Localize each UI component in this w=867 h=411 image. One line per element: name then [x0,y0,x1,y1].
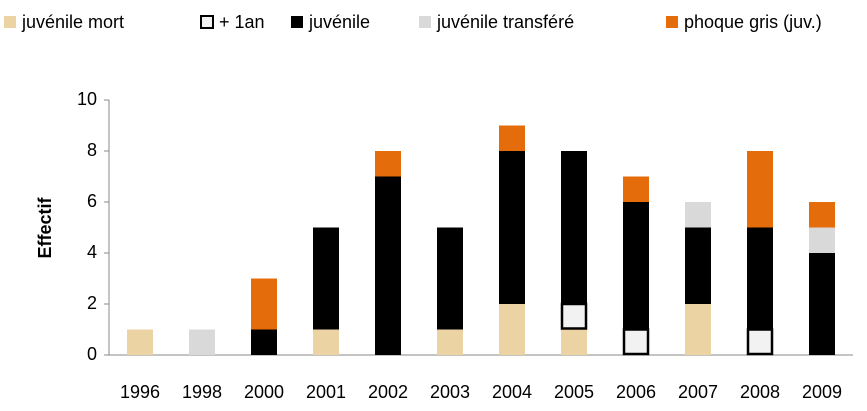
y-tick-label: 10 [77,89,97,109]
y-tick-label: 8 [87,140,97,160]
bar-segment [685,304,711,355]
y-tick-label: 4 [87,242,97,262]
y-tick-label: 0 [87,344,97,364]
bar-segment [375,151,401,177]
x-tick-label: 2009 [802,382,842,402]
bar-segment [809,253,835,355]
x-tick-label: 2006 [616,382,656,402]
bar-segment [127,329,153,355]
x-tick-label: 2003 [430,382,470,402]
bar-segment [437,227,463,330]
bar-segment [437,329,463,355]
bar-segment [251,278,277,330]
legend-label: juvénile mort [21,12,124,32]
y-tick-label: 6 [87,191,97,211]
bar-segment [685,202,711,228]
x-tick-label: 2005 [554,382,594,402]
bar-segment [251,329,277,355]
bar-segment [560,302,588,330]
bar-segment [561,151,587,304]
bar-segment [499,304,525,355]
legend-label: juvénile transféré [436,12,574,32]
bar-segment [747,151,773,228]
bar-segment [809,227,835,253]
legend-swatch [419,16,431,28]
bar-segment [499,125,525,151]
bar-segment [747,227,773,330]
x-tick-label: 2007 [678,382,718,402]
bar-segment [313,329,339,355]
x-tick-label: 1998 [182,382,222,402]
legend-swatch [291,16,303,28]
x-tick-label: 2004 [492,382,532,402]
legend-swatch [200,15,214,29]
bar-segment [623,202,649,330]
bar-segment [313,227,339,330]
x-tick-label: 2001 [306,382,346,402]
x-tick-label: 2002 [368,382,408,402]
bar-segment [809,202,835,228]
y-tick-label: 2 [87,293,97,313]
bar-segment [622,328,650,356]
legend-swatch [666,16,678,28]
legend-swatch [4,16,16,28]
bar-segment [685,227,711,304]
legend-label: phoque gris (juv.) [684,12,822,32]
x-tick-label: 1996 [120,382,160,402]
bar-segment [746,328,774,356]
bar-segment [561,329,587,355]
y-axis-label: Effectif [35,196,55,258]
legend-label: + 1an [219,12,265,32]
bar-segment [375,176,401,355]
bar-segment [189,329,215,355]
bar-segment [623,176,649,202]
x-tick-label: 2000 [244,382,284,402]
legend-label: juvénile [308,12,370,32]
x-tick-label: 2008 [740,382,780,402]
bar-segment [499,151,525,304]
